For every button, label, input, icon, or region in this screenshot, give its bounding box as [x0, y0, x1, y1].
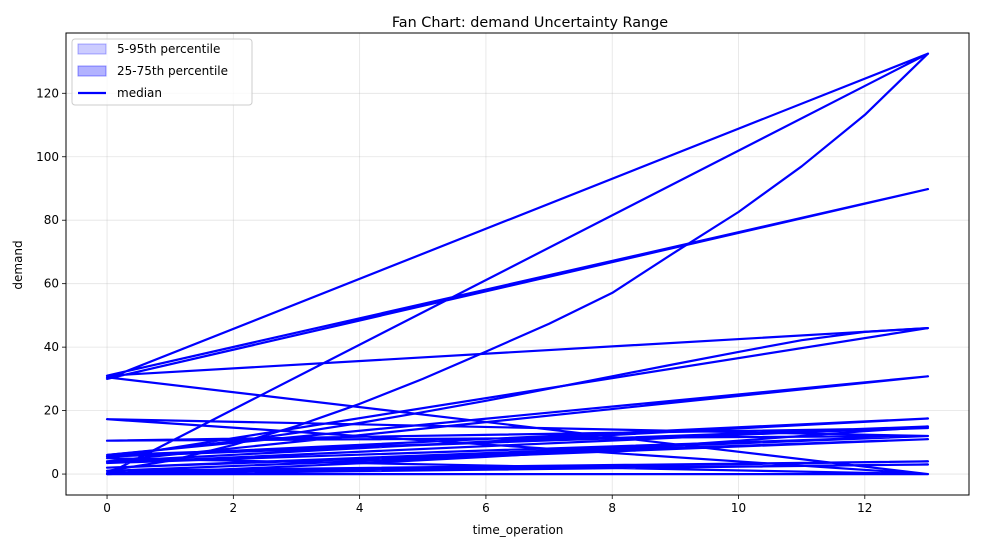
x-axis-ticks: 0 2 4 6 8 10 12: [103, 495, 872, 515]
x-tick-label: 8: [608, 501, 616, 515]
x-axis-label: time_operation: [473, 523, 564, 537]
y-tick-label: 120: [36, 86, 59, 100]
median-curve: [106, 426, 929, 476]
y-tick-label: 60: [44, 277, 59, 291]
x-tick-label: 4: [356, 501, 364, 515]
y-tick-label: 80: [44, 213, 59, 227]
x-tick-label: 0: [103, 501, 111, 515]
x-tick-label: 6: [482, 501, 490, 515]
plot-frame: [65, 32, 970, 496]
chart-title: Fan Chart: demand Uncertainty Range: [392, 15, 668, 31]
legend-label: 5-95th percentile: [117, 42, 220, 56]
median-curve: [106, 327, 929, 457]
legend-swatch-band: [77, 43, 107, 55]
legend: 5-95th percentile 25-75th percentile media…: [71, 38, 253, 106]
x-tick-label: 12: [857, 501, 872, 515]
legend-swatch-band: [77, 65, 107, 77]
plot-area: [105, 52, 930, 476]
y-tick-label: 40: [44, 340, 59, 354]
median-curve: [106, 52, 929, 472]
y-axis-label: demand: [11, 240, 25, 289]
y-axis-ticks: 0 20 40 60 80 100 120: [36, 86, 66, 481]
y-tick-label: 0: [51, 467, 59, 481]
x-tick-label: 2: [230, 501, 238, 515]
y-tick-label: 20: [44, 404, 59, 418]
legend-label: median: [117, 86, 162, 100]
x-tick-label: 10: [731, 501, 746, 515]
legend-label: 25-75th percentile: [117, 64, 228, 78]
y-tick-label: 100: [36, 150, 59, 164]
legend-box: [71, 38, 253, 106]
